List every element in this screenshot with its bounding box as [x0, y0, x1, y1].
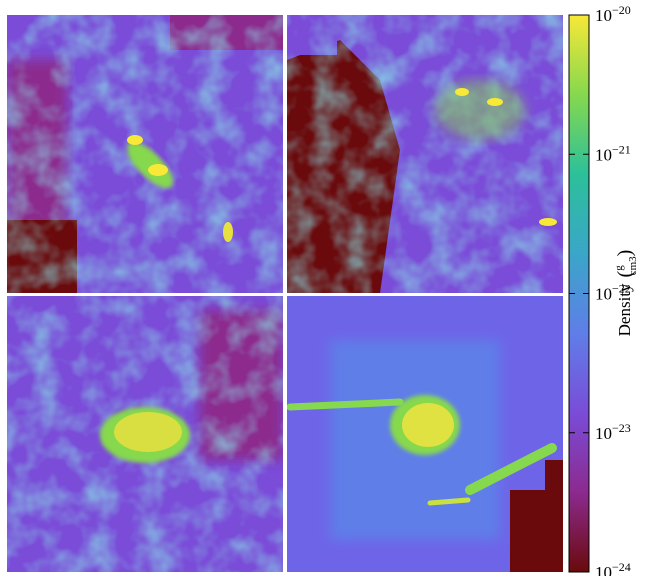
colorbar: 10−24 10−23 10−22 10−21 10−20	[568, 3, 631, 581]
colorbar-tick-label: 10−22	[595, 282, 631, 304]
panel-top-left	[7, 15, 283, 293]
colorbar-tick-label: 10−23	[595, 421, 631, 443]
panel-top-right	[287, 15, 563, 293]
panel-bottom-left	[7, 296, 283, 572]
colorbar-tick-label: 10−24	[595, 560, 631, 576]
units-denominator: cm3	[627, 256, 639, 275]
colorbar-tick-label: 10−20	[595, 3, 631, 25]
colorbar-units: (	[614, 270, 636, 277]
panel-bottom-right	[287, 296, 563, 572]
colorbar-tick-label: 10−21	[595, 142, 631, 164]
colorbar-units: )	[614, 250, 636, 257]
units-numerator: g	[613, 265, 625, 271]
colorbar-label: Density (g cm3)	[613, 250, 639, 337]
colorbar-title: Density	[615, 283, 634, 336]
